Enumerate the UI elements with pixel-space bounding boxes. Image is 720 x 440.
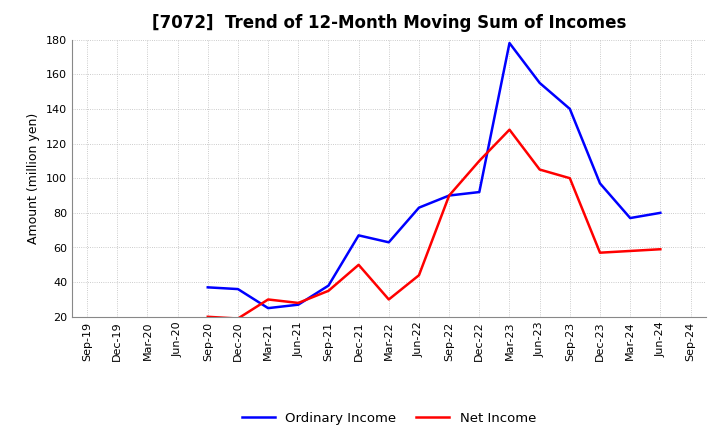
Net Income (264, 297, 272, 302)
Net Income (626, 248, 634, 253)
Line: Net Income: Net Income (208, 130, 660, 319)
Line: Ordinary Income: Ordinary Income (208, 43, 660, 308)
Net Income (415, 272, 423, 278)
Ordinary Income (565, 106, 574, 111)
Net Income (324, 288, 333, 293)
Net Income (536, 167, 544, 172)
Net Income (595, 250, 604, 255)
Net Income (233, 316, 242, 321)
Net Income (294, 300, 302, 305)
Ordinary Income (384, 240, 393, 245)
Ordinary Income (294, 302, 302, 307)
Ordinary Income (536, 80, 544, 85)
Net Income (354, 262, 363, 268)
Net Income (475, 158, 484, 164)
Net Income (565, 176, 574, 181)
Ordinary Income (415, 205, 423, 210)
Title: [7072]  Trend of 12-Month Moving Sum of Incomes: [7072] Trend of 12-Month Moving Sum of I… (152, 15, 626, 33)
Ordinary Income (475, 189, 484, 194)
Ordinary Income (595, 181, 604, 186)
Ordinary Income (626, 216, 634, 221)
Ordinary Income (354, 233, 363, 238)
Ordinary Income (505, 40, 514, 46)
Net Income (445, 193, 454, 198)
Ordinary Income (264, 305, 272, 311)
Ordinary Income (233, 286, 242, 292)
Legend: Ordinary Income, Net Income: Ordinary Income, Net Income (236, 407, 541, 430)
Net Income (656, 246, 665, 252)
Ordinary Income (204, 285, 212, 290)
Y-axis label: Amount (million yen): Amount (million yen) (27, 113, 40, 244)
Net Income (204, 314, 212, 319)
Net Income (384, 297, 393, 302)
Ordinary Income (445, 193, 454, 198)
Net Income (505, 127, 514, 132)
Ordinary Income (324, 283, 333, 288)
Ordinary Income (656, 210, 665, 216)
